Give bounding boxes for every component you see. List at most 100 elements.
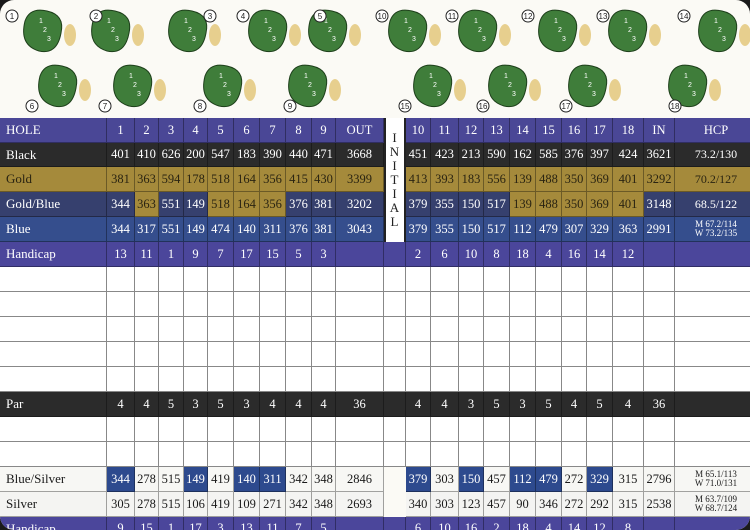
cell-gold: 139	[510, 167, 536, 192]
blank-cell	[484, 442, 510, 467]
blank-cell	[234, 367, 260, 392]
cell-silver: 106	[184, 492, 208, 517]
blank-cell	[286, 267, 312, 292]
hole-number-label: 17	[562, 102, 571, 111]
cell-bluesilver: 379	[406, 467, 431, 492]
hcp-net-blue: M 67.2/114 W 73.2/135	[675, 217, 750, 242]
pin-position: 2	[718, 27, 722, 34]
cell-goldblue: 3148	[644, 192, 675, 217]
hole-number-circle	[236, 9, 250, 23]
blank-cell	[208, 292, 234, 317]
cell-gold: 3292	[644, 167, 675, 192]
cell-black: 547	[208, 143, 234, 167]
blank-cell	[336, 292, 384, 317]
bunker	[609, 79, 621, 101]
blank-cell	[312, 342, 336, 367]
blank-cell	[675, 442, 750, 467]
blank-cell	[510, 442, 536, 467]
green-shape	[698, 9, 738, 53]
cell-par: 4	[260, 392, 286, 417]
blank-cell	[260, 317, 286, 342]
cell-handicap2: 13	[234, 517, 260, 530]
green-diagrams-svg: 1231123212331234123512361237123812391231…	[5, 9, 750, 113]
hole-number-label: 4	[241, 12, 246, 21]
blank-cell	[208, 267, 234, 292]
cell-blue: 381	[312, 217, 336, 242]
cell-gold: 369	[587, 167, 613, 192]
cell-silver: 515	[159, 492, 184, 517]
blank-cell	[459, 417, 484, 442]
pin-position: 1	[714, 18, 718, 25]
cell-handicap: 4	[536, 242, 562, 267]
blank-cell	[260, 267, 286, 292]
blank-cell	[431, 367, 459, 392]
spacer-cell	[384, 242, 406, 267]
pin-position: 2	[308, 82, 312, 89]
hole-number-circle	[5, 9, 19, 23]
blank-cell	[260, 367, 286, 392]
pin-position: 3	[437, 91, 441, 98]
cell-handicap2: 18	[510, 517, 536, 530]
cell-handicap2: 8	[613, 517, 644, 530]
cell-handicap2: 15	[135, 517, 159, 530]
cell-gold: 363	[135, 167, 159, 192]
pin-position: 1	[404, 18, 408, 25]
blank-cell	[459, 342, 484, 367]
cell-handicap2: 16	[459, 517, 484, 530]
pin-position: 3	[227, 91, 231, 98]
cell-handicap2: 12	[587, 517, 613, 530]
pin-position: 1	[584, 73, 588, 80]
blank-cell	[613, 442, 644, 467]
hole-number: 2	[135, 118, 159, 143]
cell-par: 4	[431, 392, 459, 417]
blank-cell	[484, 367, 510, 392]
row-label-par: Par	[0, 392, 107, 417]
blank-cell	[107, 367, 135, 392]
pin-position: 2	[408, 27, 412, 34]
cell-bluesilver: 2846	[336, 467, 384, 492]
pin-position: 2	[558, 27, 562, 34]
initial-letter: L	[390, 214, 400, 229]
pin-position: 1	[184, 18, 188, 25]
cell-goldblue: 517	[484, 192, 510, 217]
blank-cell	[562, 417, 587, 442]
green-shape	[458, 9, 498, 53]
hole-number: 15	[536, 118, 562, 143]
cell-silver: 271	[260, 492, 286, 517]
green-shape	[488, 64, 528, 108]
hole-number: 4	[184, 118, 208, 143]
cell-handicap: 14	[587, 242, 613, 267]
cell-blue: 150	[459, 217, 484, 242]
pin-position: 3	[192, 36, 196, 43]
hcp-net-men: M 65.1/113	[695, 469, 737, 479]
cell-black: 401	[107, 143, 135, 167]
blank-cell	[613, 417, 644, 442]
cell-bluesilver: 457	[484, 467, 510, 492]
green-hole-9: 123 9	[283, 64, 341, 113]
hole-number-circle	[98, 99, 112, 113]
green-shape	[113, 64, 153, 108]
blank-cell	[536, 292, 562, 317]
green-hole-16: 123 16	[476, 64, 541, 113]
hcp-net-silver: M 63.7/109 W 68.7/124	[675, 492, 750, 517]
cell-silver: 90	[510, 492, 536, 517]
blank-cell	[510, 267, 536, 292]
green-hole-14: 123 14	[677, 9, 750, 53]
pin-position: 2	[133, 82, 137, 89]
initial-letter: I	[392, 158, 398, 173]
hole-number-circle	[89, 9, 103, 23]
pin-position: 3	[137, 91, 141, 98]
cell-par: 4	[107, 392, 135, 417]
hole-number-label: 16	[479, 102, 488, 111]
blank-cell	[336, 417, 384, 442]
cell-bluesilver: 311	[260, 467, 286, 492]
blank-cell	[613, 342, 644, 367]
spacer-cell	[384, 392, 406, 417]
blank-cell	[587, 442, 613, 467]
cell-bluesilver: 278	[135, 467, 159, 492]
green-hole-7: 123 7	[98, 64, 166, 113]
blank-cell	[208, 317, 234, 342]
cell-bluesilver: 303	[431, 467, 459, 492]
